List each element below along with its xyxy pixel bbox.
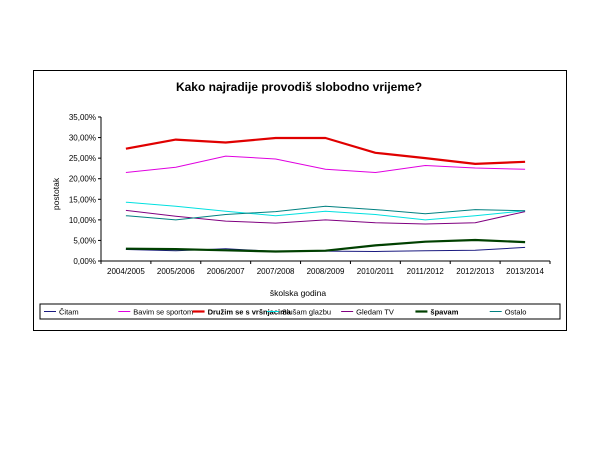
x-tick-label: 2013/2014 [506, 267, 544, 276]
line-chart: Kako najradije provodiš slobodno vrijeme… [39, 80, 561, 320]
chart-title: Kako najradije provodiš slobodno vrijeme… [176, 80, 422, 94]
legend-label: Slušam glazbu [282, 307, 331, 316]
series-line [125, 201, 526, 221]
x-tick-label: 2004/2005 [107, 267, 145, 276]
legend-item: Slušam glazbu [266, 307, 331, 316]
legend: Čitam Bavim se sportom Družim se s vršnjac… [39, 303, 561, 320]
chart-frame: Kako najradije provodiš slobodno vrijeme… [33, 70, 567, 331]
legend-label: Gledam TV [356, 307, 394, 316]
y-tick-label: 10,00% [69, 216, 96, 225]
legend-label: Ostalo [505, 307, 527, 316]
x-tick-label: 2012/2013 [456, 267, 494, 276]
legend-item: Čitam [44, 307, 79, 316]
y-tick-label: 5,00% [73, 236, 96, 245]
series-line [125, 205, 526, 221]
legend-box [39, 303, 561, 320]
x-axis-label: školska godina [270, 288, 327, 298]
series-line [125, 238, 526, 253]
legend-label: Družim se s vršnjacima [208, 307, 292, 316]
y-axis-label: postotak [51, 177, 61, 210]
legend-item: Bavim se sportom [118, 307, 193, 316]
plot-area: 0,00% 5,00% 10,00% 15,00% 20,00% 25,00% 30,00%… [69, 113, 551, 276]
legend-label: špavam [430, 307, 458, 316]
x-tick-label: 2006/2007 [207, 267, 245, 276]
x-tick-label: 2007/2008 [257, 267, 295, 276]
y-tick-label: 30,00% [69, 134, 96, 143]
series-line [125, 136, 526, 166]
legend-item: Gledam TV [341, 307, 394, 316]
y-tick-label: 25,00% [69, 154, 96, 163]
legend-item: Ostalo [489, 307, 527, 316]
legend-label: Čitam [59, 307, 79, 316]
y-tick-label: 35,00% [69, 113, 96, 122]
legend-item: špavam [415, 307, 459, 316]
y-tick-label: 20,00% [69, 175, 96, 184]
series-line [125, 155, 526, 173]
x-tick-label: 2005/2006 [157, 267, 195, 276]
x-tick-label: 2010/2011 [357, 267, 395, 276]
x-tick-label: 2011/2012 [407, 267, 445, 276]
x-tick-label: 2008/2009 [307, 267, 345, 276]
legend-label: Bavim se sportom [133, 307, 193, 316]
legend-item: Družim se s vršnjacima [192, 307, 292, 316]
y-tick-label: 15,00% [69, 195, 96, 204]
series-line [125, 209, 526, 225]
y-tick-label: 0,00% [73, 257, 96, 266]
